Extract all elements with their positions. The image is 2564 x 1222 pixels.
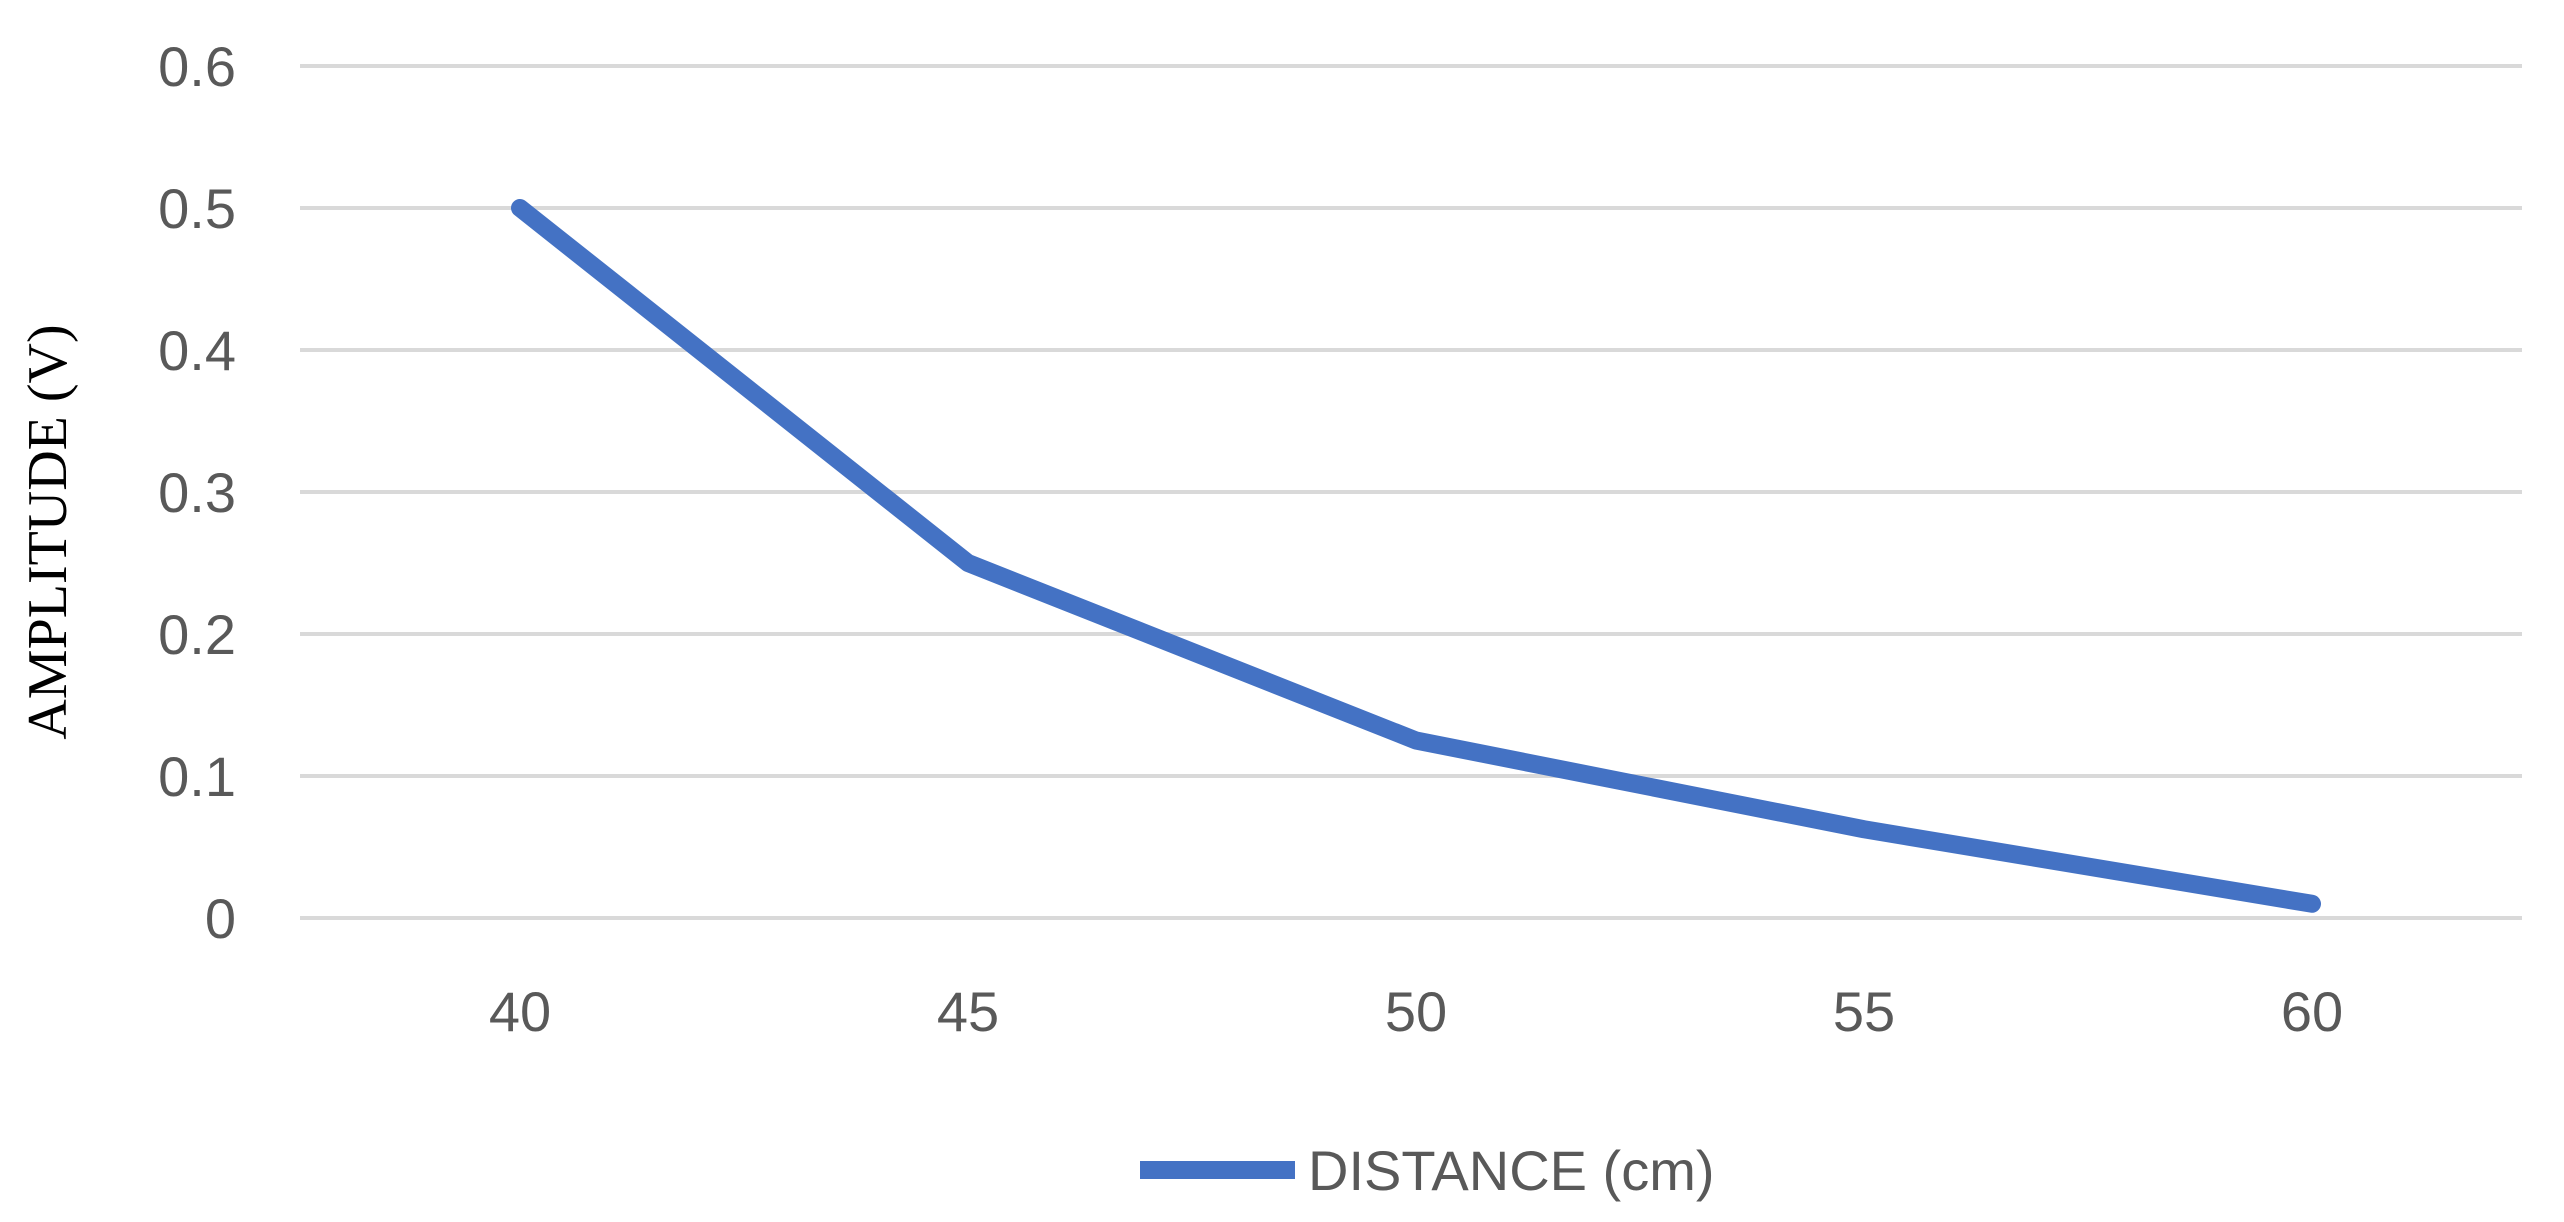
y-tick-label: 0.4	[158, 319, 236, 382]
y-tick-label: 0.3	[158, 461, 236, 524]
y-axis-label: AMPLITUDE (V)	[17, 324, 79, 739]
y-tick-label: 0.5	[158, 177, 236, 240]
y-tick-label: 0	[205, 887, 236, 950]
x-tick-label: 45	[937, 980, 999, 1043]
x-axis-ticks: 40 45 50 55 60	[489, 980, 2343, 1043]
y-tick-label: 0.1	[158, 745, 236, 808]
series-line	[511, 199, 2321, 913]
x-tick-label: 60	[2281, 980, 2343, 1043]
legend-label: DISTANCE (cm)	[1308, 1139, 1715, 1202]
x-tick-label: 55	[1833, 980, 1895, 1043]
y-axis-ticks: 0 0.1 0.2 0.3 0.4 0.5 0.6	[158, 35, 236, 950]
y-tick-label: 0.6	[158, 35, 236, 98]
y-tick-label: 0.2	[158, 603, 236, 666]
x-tick-label: 50	[1385, 980, 1447, 1043]
gridlines	[300, 64, 2522, 920]
legend: DISTANCE (cm)	[1140, 1139, 1715, 1202]
x-tick-label: 40	[489, 980, 551, 1043]
series-group	[511, 199, 2321, 913]
